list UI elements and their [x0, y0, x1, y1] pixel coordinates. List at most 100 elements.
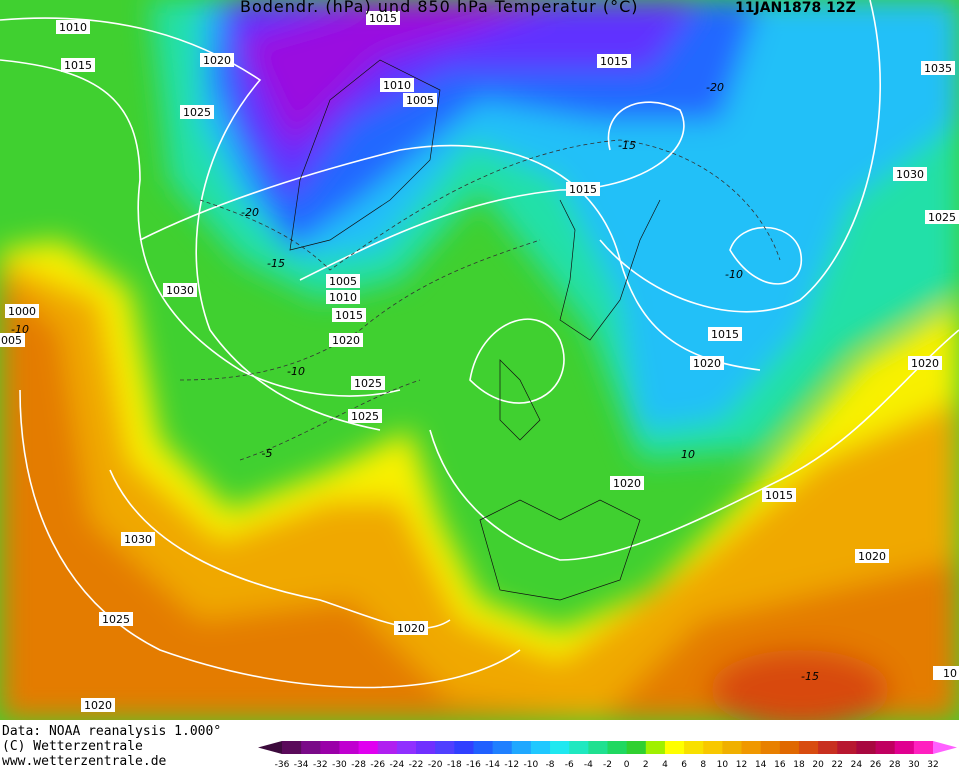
legend-swatch [894, 741, 915, 754]
legend-tick-label: 22 [832, 760, 843, 770]
coastlines [289, 59, 661, 601]
legend-tick-label: 4 [662, 760, 668, 770]
legend-tick-label: -22 [409, 760, 424, 770]
legend-swatch [703, 741, 723, 754]
isobar-label-box [326, 290, 360, 304]
isobar-label: 1010 [329, 291, 357, 304]
legend-tick-label: -34 [294, 760, 309, 770]
isobar-label-box [566, 182, 600, 196]
legend-tick-label: -8 [546, 760, 555, 770]
isobar-label-box [366, 11, 400, 25]
isobar-label: 10 [943, 667, 957, 680]
legend-swatch [320, 741, 340, 754]
isobar-label-box [690, 356, 724, 370]
isobar-label-box [163, 283, 197, 297]
legend-tick-label: 24 [851, 760, 863, 770]
isotherm-label: -15 [267, 257, 285, 270]
legend-tick-label: -2 [603, 760, 612, 770]
isobar-label: 1020 [613, 477, 641, 490]
isobar-label: 1025 [102, 613, 130, 626]
isobar-label-box [180, 105, 214, 119]
isotherm-label: -15 [618, 139, 636, 152]
legend-swatch [607, 741, 628, 754]
isobar-label: 1020 [397, 622, 425, 635]
legend-tick-label: -14 [485, 760, 500, 770]
map-title: Bodendr. (hPa) und 850 hPa Temperatur (°… [240, 0, 639, 16]
isobar-label-box [708, 327, 742, 341]
isobar-label: 1015 [711, 328, 739, 341]
legend-tick-label: 16 [774, 760, 786, 770]
legend-swatch [626, 741, 647, 754]
legend-swatch [511, 741, 532, 754]
isobar-label-box [380, 78, 414, 92]
legend-swatch [837, 741, 857, 754]
legend-swatch [588, 741, 608, 754]
isobar-label: 1030 [124, 533, 152, 546]
isobar-label-box [351, 376, 385, 390]
legend-tick-label: -4 [584, 760, 593, 770]
isobar-label-box [332, 308, 366, 322]
isobar-label: 1020 [858, 550, 886, 563]
isotherm-label: -10 [725, 268, 743, 281]
legend-tick-label: 18 [793, 760, 805, 770]
footer-line: www.wetterzentrale.de [2, 754, 167, 769]
isobar-label: 1005 [329, 275, 357, 288]
legend-swatch [416, 741, 436, 754]
footer-line: (C) Wetterzentrale [2, 739, 143, 754]
isobar-label-box [121, 532, 155, 546]
legend-tick-label: -28 [351, 760, 366, 770]
isobar-label-box [326, 274, 360, 288]
legend-tick-label: 12 [736, 760, 747, 770]
legend-tick-label: 8 [700, 760, 706, 770]
legend-tick-label: 28 [889, 760, 901, 770]
legend-tick-label: -20 [428, 760, 443, 770]
legend-swatch [856, 741, 877, 754]
legend-swatch [722, 741, 743, 754]
legend-tick-label: -10 [524, 760, 539, 770]
isobar-label: 1010 [59, 21, 87, 34]
legend-tick-label: 32 [927, 760, 938, 770]
legend-swatch [760, 741, 781, 754]
legend-tick-label: 2 [643, 760, 649, 770]
isobar-label: 1015 [369, 12, 397, 25]
legend-tick-label: 26 [870, 760, 882, 770]
isobar-label-box [908, 356, 942, 370]
legend-swatch [473, 741, 494, 754]
isobar-label: 1020 [203, 54, 231, 67]
legend-swatch [492, 741, 513, 754]
isotherm-label: -10 [287, 365, 305, 378]
legend-swatch [913, 741, 934, 754]
legend-swatch [282, 741, 302, 754]
isobar-label-box [933, 666, 959, 680]
isobar-label-box [610, 476, 644, 490]
isotherm-label: -20 [241, 206, 259, 219]
isobar-label: 1005 [406, 94, 434, 107]
legend-tick-label: -36 [275, 760, 290, 770]
isobars [0, 0, 959, 689]
legend-tick-label: -6 [565, 760, 574, 770]
legend-tick-label: -24 [390, 760, 405, 770]
legend-swatch [377, 741, 398, 754]
legend-tick-label: -12 [504, 760, 519, 770]
isobar-label: 1015 [569, 183, 597, 196]
footer-line: Data: NOAA reanalysis 1.000° [2, 724, 221, 739]
isobar-label: 1000 [8, 305, 36, 318]
legend-tick-label: -30 [332, 760, 347, 770]
legend-swatch [779, 741, 800, 754]
isobar-label: 1015 [600, 55, 628, 68]
isobar-label: 1025 [354, 377, 382, 390]
legend-swatch [358, 741, 379, 754]
isobar-label: 1015 [335, 309, 363, 322]
isobar-label-box [0, 333, 25, 347]
isobar-label: 1025 [351, 410, 379, 423]
isobar-label-box [893, 167, 927, 181]
legend-tick-label: -16 [466, 760, 481, 770]
legend-tick-label: 10 [717, 760, 729, 770]
isobar-label: 1025 [928, 211, 956, 224]
legend-swatch [301, 741, 321, 754]
map-date: 11JAN1878 12Z [735, 0, 856, 16]
legend-tick-label: 14 [755, 760, 767, 770]
legend-swatch [339, 741, 360, 754]
